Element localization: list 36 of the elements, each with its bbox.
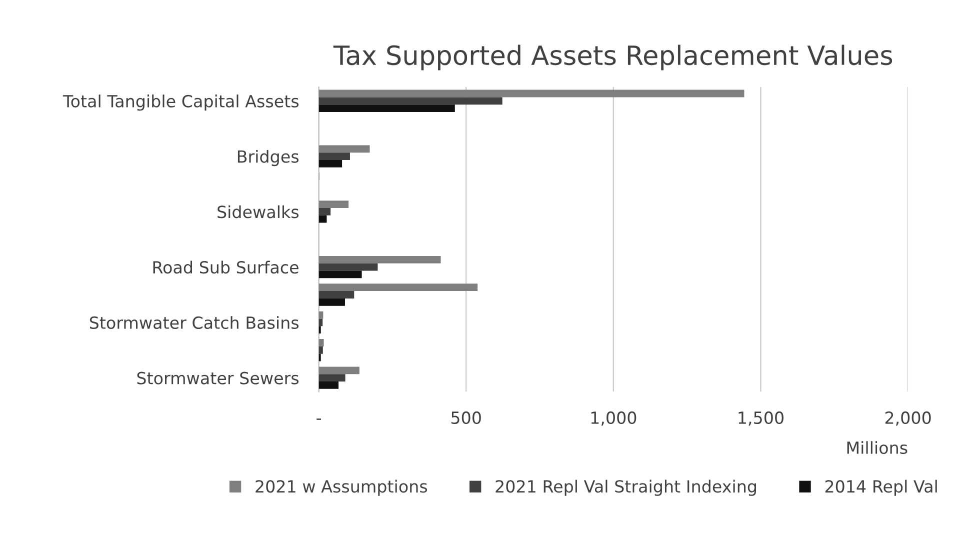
y-tick-label: Stormwater Catch Basins [90,316,299,330]
bar [318,145,370,153]
bar [318,291,354,298]
bar [318,160,342,168]
bar [318,270,362,278]
x-axis-title: Millions [847,441,908,454]
bar [318,298,345,306]
x-tick-label: 2,000 [885,411,931,426]
bar [318,311,324,319]
legend-label: 2021 w Assumptions [256,480,428,496]
y-tick-label: Road Sub Surface [153,260,298,274]
bar [318,366,360,374]
y-tick-label: Total Tangible Capital Assets [62,94,299,111]
bar [318,339,324,346]
chart-title: Tax Supported Assets Replacement Values [333,44,892,70]
bar [318,200,349,208]
legend-label: 2021 Repl Val Straight Indexing [496,480,756,496]
x-tick-label: 500 [451,411,481,424]
bar [318,263,378,271]
legend-label: 2014 Repl Val [825,480,937,496]
bar [318,152,350,160]
bar [318,284,478,292]
x-tick-label: - [316,418,321,420]
bar [318,256,441,264]
bar [318,104,455,112]
bar [318,346,323,354]
y-tick-label: Sidewalks [218,205,299,218]
x-tick-label: 1,500 [738,411,784,426]
x-tick-label: 1,000 [591,411,636,426]
bar [318,208,331,216]
bar [318,382,339,389]
bar [318,374,346,382]
bar [318,97,502,105]
y-tick-label: Bridges [238,150,299,166]
y-tick-label: Stormwater Sewers [137,372,299,384]
bar [318,90,744,98]
